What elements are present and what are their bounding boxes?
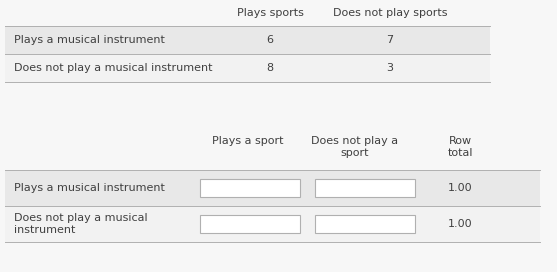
Bar (200, 179, 300, 197)
Text: 7: 7 (387, 35, 394, 45)
Bar (200, 215, 300, 233)
Bar (5, 26, 490, 54)
Text: 1.00: 1.00 (448, 183, 472, 193)
Text: Plays a musical instrument: Plays a musical instrument (14, 183, 165, 193)
Text: Plays a musical instrument: Plays a musical instrument (14, 35, 165, 45)
Text: Does not play a
sport: Does not play a sport (311, 136, 399, 157)
Bar (315, 215, 415, 233)
Bar (5, 170, 540, 206)
Bar (5, 54, 490, 82)
Bar (315, 179, 415, 197)
Text: 6: 6 (266, 35, 273, 45)
Bar (5, 206, 540, 242)
Text: 8: 8 (266, 63, 273, 73)
Text: Plays sports: Plays sports (237, 8, 304, 18)
Text: Row
total: Row total (447, 136, 473, 157)
Text: Does not play sports: Does not play sports (333, 8, 447, 18)
Text: 1.00: 1.00 (448, 219, 472, 229)
Text: Does not play a musical
instrument: Does not play a musical instrument (14, 213, 148, 235)
Text: Plays a sport: Plays a sport (212, 136, 284, 146)
Text: 3: 3 (387, 63, 393, 73)
Text: Does not play a musical instrument: Does not play a musical instrument (14, 63, 213, 73)
